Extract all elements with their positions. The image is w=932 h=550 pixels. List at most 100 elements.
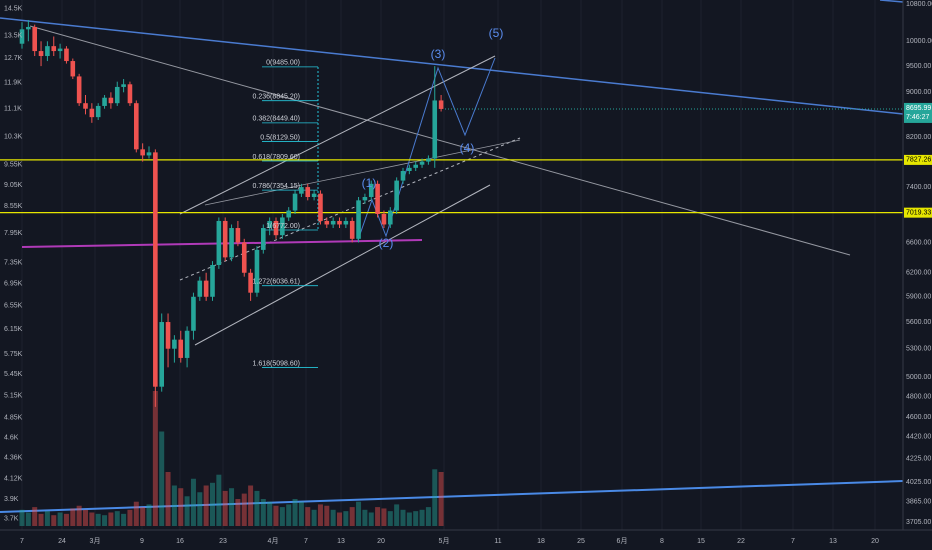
volume-bar [38, 513, 44, 526]
volume-bar [241, 493, 247, 526]
countdown-label: 7:46:27 [906, 114, 929, 121]
volume-bar [267, 501, 273, 526]
x-tick-label: 4月 [268, 537, 279, 545]
fib-label: 0.236(8845.20) [253, 94, 300, 101]
volume-bar [44, 511, 50, 526]
fib-label: 0.786(7354.15) [253, 183, 300, 190]
volume-bar [311, 509, 317, 526]
volume-bar [432, 469, 438, 526]
y2-tick-label: 4.36K [4, 454, 23, 461]
x-tick-label: 24 [58, 538, 66, 545]
candle-body [108, 97, 114, 104]
y-tick-label: 8200.00 [906, 134, 931, 141]
y2-tick-label: 9.05K [4, 182, 23, 189]
candle-body [261, 228, 266, 250]
y-tick-label: 6600.00 [906, 239, 931, 246]
wave-label: (3) [431, 47, 446, 61]
volume-bar [406, 512, 412, 526]
volume-bar [324, 505, 330, 526]
volume-bar [108, 512, 114, 526]
channel-line [204, 139, 521, 206]
volume-bar [171, 485, 177, 526]
volume-bar [63, 513, 69, 526]
volume-bar [203, 485, 209, 526]
candle-body [165, 322, 171, 349]
volume-bar [254, 490, 260, 526]
candle-body [83, 103, 88, 109]
volume-bar [121, 513, 127, 526]
y-tick-label: 4800.00 [906, 394, 931, 401]
volume-bar [165, 472, 171, 526]
wave-label: (4) [460, 141, 475, 155]
volume-bar [317, 504, 323, 526]
trend-line [879, 0, 904, 3]
volume-bar [394, 504, 400, 526]
x-tick-label: 22 [737, 538, 745, 545]
candle-body [89, 108, 95, 118]
candle-body [191, 296, 196, 331]
candle-body [400, 170, 406, 181]
volume-bar [330, 509, 336, 526]
volume-bar [114, 511, 120, 526]
volume-bar [140, 507, 146, 526]
y2-tick-label: 4.12K [4, 476, 23, 483]
candle-body [305, 187, 311, 198]
volume-bar [127, 509, 133, 526]
candle-body [153, 152, 158, 387]
candle-body [70, 61, 76, 77]
volume-bar [381, 508, 387, 526]
candle-body [95, 105, 101, 118]
volume-bar [32, 507, 38, 526]
price-tag [904, 154, 932, 165]
volume-bar [159, 431, 165, 526]
volume-bar [235, 499, 241, 526]
candle-body [159, 322, 164, 387]
y-tick-label: 9000.00 [906, 89, 931, 96]
candle-body [324, 220, 330, 225]
volume-bar [76, 505, 82, 526]
candle-body [280, 217, 285, 236]
volume-bar [400, 509, 406, 526]
volume-bar [438, 472, 444, 526]
y2-tick-label: 11.9K [4, 80, 22, 87]
volume-bar [83, 509, 88, 526]
fib-label: 1(6772.00) [266, 223, 300, 230]
y-tick-label: 4025.00 [906, 479, 931, 486]
candle-body [343, 220, 349, 225]
y2-tick-label: 11.1K [4, 106, 22, 113]
y-tick-label: 9500.00 [906, 63, 931, 70]
x-tick-label: 20 [871, 538, 879, 545]
fib-label: 1.272(6036.61) [253, 279, 300, 286]
candle-body [140, 149, 145, 156]
volume-bar [95, 513, 101, 526]
x-tick-label: 7 [791, 538, 795, 545]
volume-bar [133, 501, 139, 526]
candle-body [114, 86, 120, 104]
candle-body [57, 48, 63, 52]
volume-bar [337, 512, 342, 526]
volume-bar [197, 492, 203, 526]
candle-body [330, 220, 336, 225]
channel-line [194, 184, 491, 346]
x-tick-label: 5月 [439, 537, 450, 545]
trend-line [0, 480, 904, 513]
volume-bar [57, 512, 63, 526]
y2-tick-label: 5.75K [4, 351, 23, 358]
candle-body [419, 161, 425, 165]
candle-body [368, 183, 374, 198]
fib-label: 0.382(8449.40) [253, 116, 300, 123]
volume-bar [298, 501, 304, 526]
price-tag-label: 7827.26 [906, 157, 931, 164]
candle-body [349, 220, 355, 239]
candle-body [248, 272, 253, 293]
volume-bar [216, 474, 222, 526]
candle-body [26, 26, 31, 30]
volume-bar [222, 490, 228, 526]
candle-body [51, 46, 57, 52]
x-tick-label: 18 [537, 538, 545, 545]
x-tick-label: 7 [304, 538, 308, 545]
trend-line [29, 25, 851, 256]
volume-bar [356, 501, 362, 526]
y-tick-label: 10000.00 [906, 38, 932, 45]
volume-bar [190, 478, 196, 526]
